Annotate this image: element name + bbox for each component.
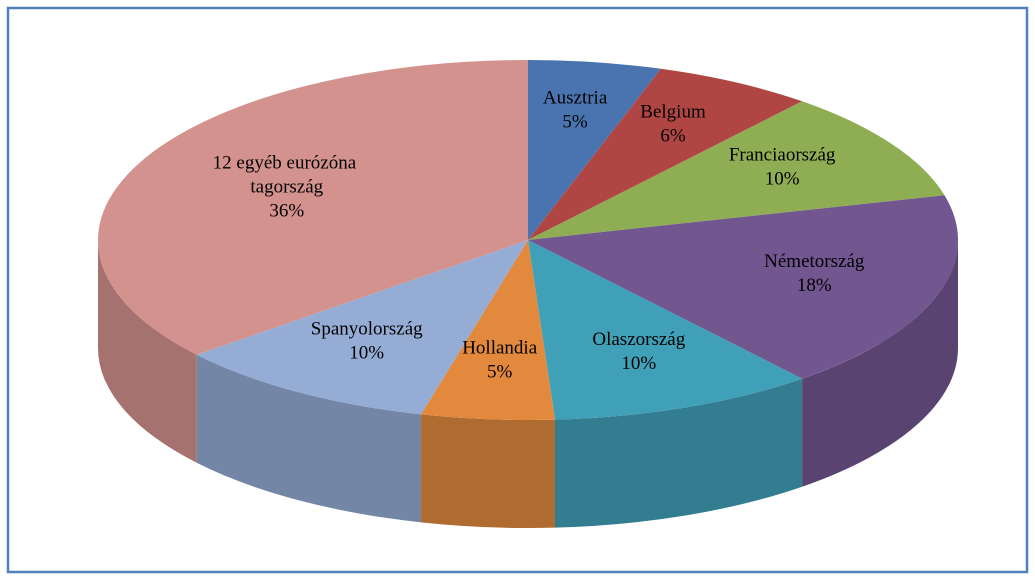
slice-label: Olaszország — [592, 329, 685, 350]
slice-value-label: 5% — [562, 112, 588, 133]
pie-walls — [97, 240, 958, 528]
pie-slice — [528, 68, 803, 240]
pie-slice — [196, 240, 528, 415]
slice-value-label: 18% — [797, 275, 832, 296]
slice-value-label: 10% — [621, 353, 656, 374]
pie-tops — [97, 59, 958, 420]
slice-label: Németország — [764, 251, 865, 272]
pie-slice — [528, 240, 803, 420]
pie-labels: Ausztria 5% Belgium 6% Franciaország 10% Német… — [213, 88, 865, 383]
slice-value-label: 5% — [487, 361, 513, 382]
slice-value-label: 10% — [765, 168, 800, 189]
pie-slice — [421, 240, 555, 420]
pie-slice — [97, 59, 528, 355]
pie-wall — [196, 354, 422, 523]
pie-wall — [421, 414, 555, 528]
pie-slice — [528, 195, 958, 379]
slice-label: Belgium — [640, 102, 706, 123]
slice-label: Franciaország — [729, 144, 836, 165]
pie-slice — [528, 60, 661, 240]
pie-slice — [528, 101, 945, 240]
slice-value-label: 10% — [349, 342, 384, 363]
slice-value-label: 36% — [269, 200, 304, 221]
slice-label: Spanyolország — [311, 318, 423, 339]
pie-wall — [802, 240, 958, 487]
slice-label: 12 egyéb eurózóna tagország — [213, 152, 361, 197]
slice-label: Ausztria — [543, 88, 608, 109]
pie-wall — [554, 378, 803, 528]
slice-label: Hollandia — [462, 337, 537, 358]
pie-wall — [97, 240, 197, 463]
slice-value-label: 6% — [660, 126, 686, 147]
